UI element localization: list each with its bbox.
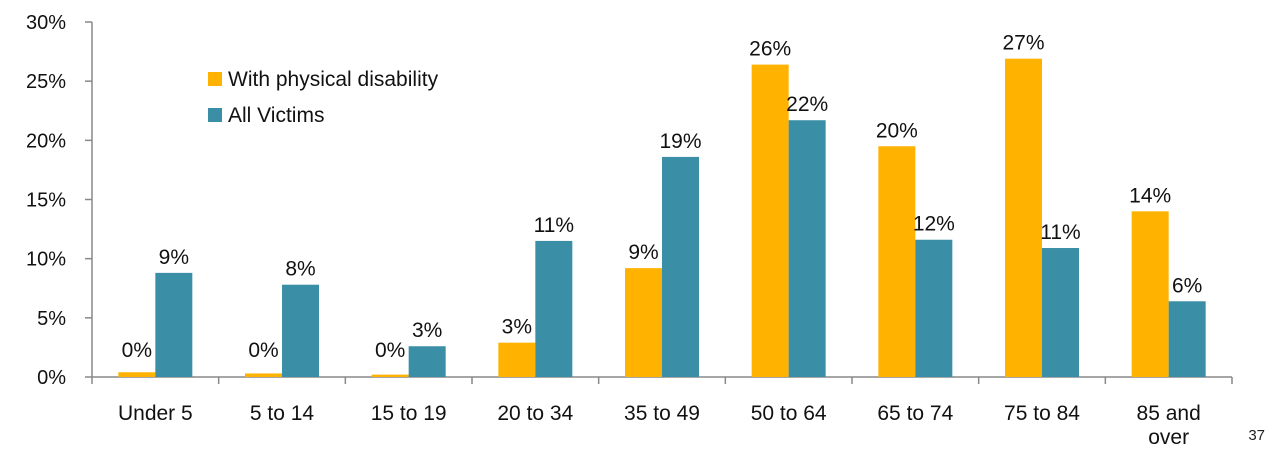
data-label-all-victims: 11% [1040, 221, 1080, 244]
data-label-disability: 3% [502, 316, 532, 339]
bar-all-victims [155, 272, 193, 377]
x-tick-label: 35 to 49 [624, 402, 700, 425]
legend-swatch [208, 72, 222, 86]
data-label-all-victims: 3% [412, 319, 442, 342]
bar-all-victims [1042, 248, 1079, 377]
bar-disability [878, 146, 916, 377]
y-tick-label: 10% [26, 249, 66, 271]
bar-all-victims [282, 284, 319, 377]
x-tick-label: 85 and [1137, 402, 1201, 425]
data-label-all-victims: 11% [534, 214, 574, 237]
data-label-disability: 0% [248, 339, 278, 362]
legend-label: With physical disability [228, 68, 439, 91]
bar-disability [1131, 211, 1169, 377]
bar-all-victims [788, 120, 826, 377]
data-label-disability: 20% [876, 119, 918, 142]
bar-all-victims [535, 240, 573, 377]
bar-all-victims [408, 346, 446, 377]
y-tick-label: 5% [37, 308, 66, 330]
bar-disability [118, 372, 156, 377]
legend-swatch [208, 108, 222, 122]
data-label-all-victims: 19% [659, 130, 701, 153]
bar-all-victims [1168, 301, 1206, 377]
data-label-disability: 26% [749, 38, 791, 61]
legend-label: All Victims [228, 104, 324, 127]
data-label-disability: 27% [1002, 32, 1044, 55]
bar-disability [245, 373, 282, 377]
x-tick-label: Under 5 [118, 402, 193, 425]
bar-disability [751, 64, 789, 377]
data-label-all-victims: 6% [1172, 274, 1202, 297]
page-number: 37 [1248, 427, 1265, 444]
bar-all-victims [662, 156, 699, 377]
y-tick-label: 15% [26, 190, 66, 212]
x-tick-label: 65 to 74 [877, 402, 953, 425]
data-label-disability: 0% [122, 339, 152, 362]
y-tick-label: 30% [26, 12, 66, 34]
x-tick-label: 5 to 14 [250, 402, 315, 425]
data-label-all-victims: 8% [285, 258, 315, 281]
y-tick-label: 20% [26, 130, 66, 152]
bar-disability [1005, 58, 1042, 377]
bar-disability [498, 342, 536, 377]
data-label-disability: 9% [628, 241, 658, 264]
data-label-all-victims: 12% [913, 213, 955, 236]
bar-disability [371, 374, 409, 377]
data-label-all-victims: 9% [159, 246, 189, 269]
bar-all-victims [915, 239, 953, 377]
x-tick-label: 75 to 84 [1004, 402, 1080, 425]
y-tick-label: 25% [26, 71, 66, 93]
data-label-all-victims: 22% [786, 93, 828, 116]
data-label-disability: 0% [375, 339, 405, 362]
x-tick-label: 50 to 64 [751, 402, 827, 425]
x-tick-label: 15 to 19 [371, 402, 447, 425]
bar-disability [625, 268, 662, 377]
x-tick-label: over [1148, 426, 1189, 449]
y-tick-label: 0% [37, 367, 66, 389]
x-tick-label: 20 to 34 [497, 402, 573, 425]
data-label-disability: 14% [1129, 184, 1171, 207]
